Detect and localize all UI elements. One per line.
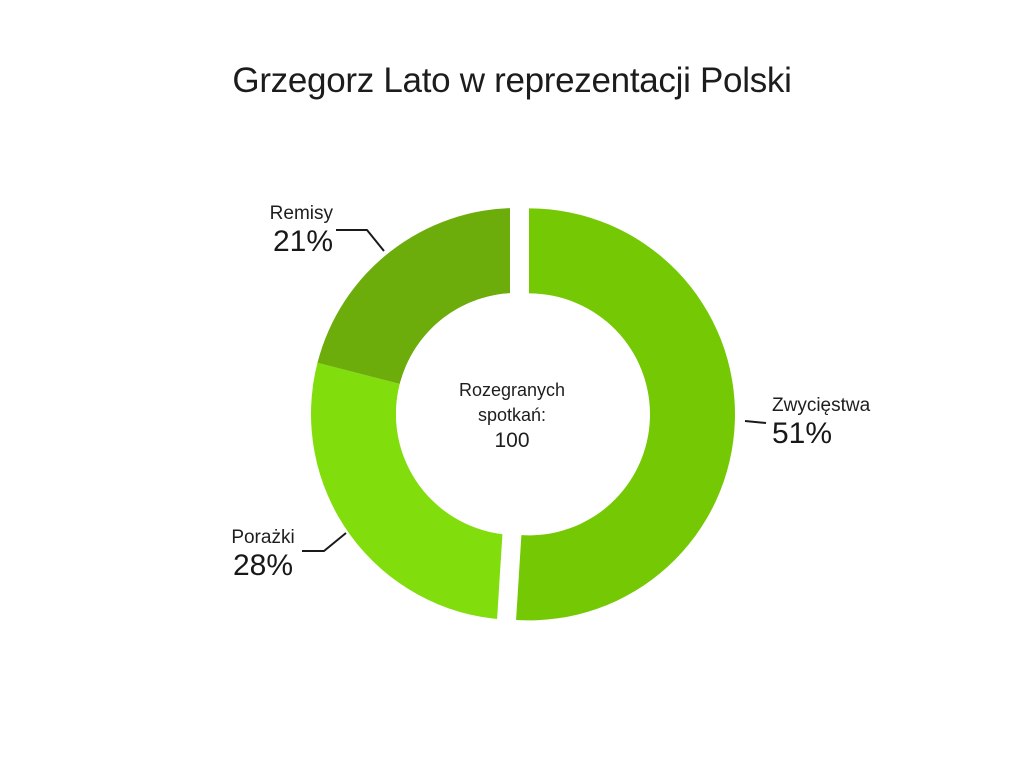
leader-line-porazki — [302, 532, 347, 552]
donut-slice-remisy — [317, 208, 517, 384]
center-text-line1: Rozegranych — [458, 380, 566, 400]
callout-zwyciestwa-value: 51% — [772, 417, 833, 450]
donut-slice-zwyciestwa — [516, 208, 735, 621]
callout-zwyciestwa-label: Zwycięstwa — [772, 395, 871, 416]
callout-porazki: Porażki 28% — [213, 526, 313, 583]
donut-slice-porazki — [311, 362, 510, 620]
callout-remisy: Remisy 21% — [233, 202, 333, 259]
leader-line-zwyciestwa — [744, 420, 767, 424]
callout-remisy-label: Remisy — [269, 203, 333, 224]
callout-remisy-value: 21% — [272, 225, 333, 258]
chart-title: Grzegorz Lato w reprezentacji Polski — [232, 61, 792, 100]
callout-porazki-label: Porażki — [231, 527, 295, 548]
donut-center-text: Rozegranych spotkań: 100 — [402, 378, 622, 453]
donut-hole — [396, 293, 638, 535]
callout-zwyciestwa: Zwycięstwa 51% — [772, 394, 892, 451]
center-text-line2: spotkań: — [477, 405, 547, 425]
leader-line-remisy — [336, 229, 385, 252]
callout-porazki-value: 28% — [232, 549, 294, 582]
center-text-total: 100 — [494, 429, 530, 452]
